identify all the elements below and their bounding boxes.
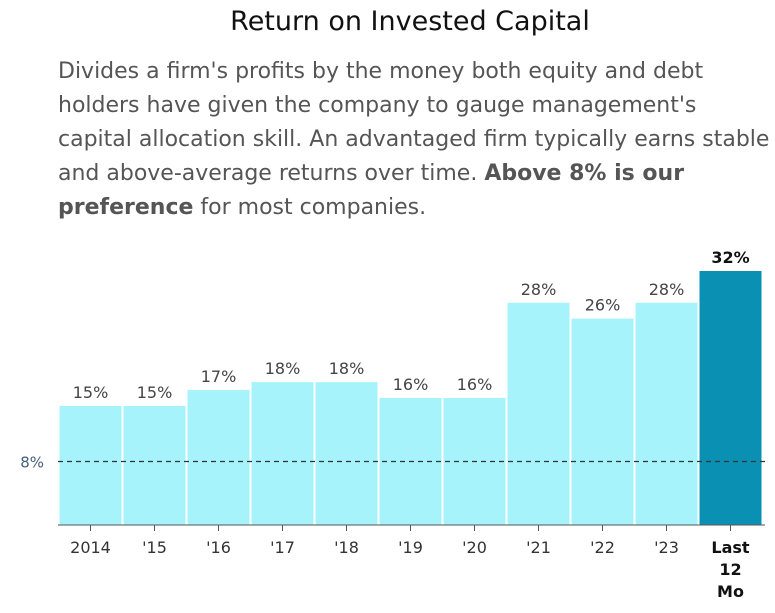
x-tick-label-9: '23 <box>654 538 679 557</box>
bar-4 <box>315 382 378 525</box>
x-tick-label-4: '18 <box>334 538 359 557</box>
chart-title: Return on Invested Capital <box>230 6 590 37</box>
bar-7 <box>507 302 570 525</box>
x-tick-label-5: '19 <box>398 538 423 557</box>
x-tick-label-7: '21 <box>526 538 551 557</box>
data-label-7: 28% <box>521 280 557 299</box>
data-label-1: 15% <box>137 383 173 402</box>
description-text-end: for most companies. <box>193 195 427 220</box>
bar-2 <box>187 390 250 525</box>
bar-1 <box>123 405 186 525</box>
bar-3 <box>251 382 314 525</box>
description-emphasis: Above 8% is our preference <box>58 161 685 220</box>
data-label-9: 28% <box>649 280 685 299</box>
data-label-6: 16% <box>457 375 493 394</box>
x-tick-label-10: Last 12 Mo <box>711 538 750 601</box>
data-label-5: 16% <box>393 375 429 394</box>
x-tick-label-8: '22 <box>590 538 615 557</box>
data-label-2: 17% <box>201 367 237 386</box>
reference-line-label: 8% <box>20 454 44 472</box>
bar-0 <box>59 405 122 525</box>
data-label-10: 32% <box>711 248 749 267</box>
x-tick-label-3: '17 <box>270 538 295 557</box>
bar-10 <box>699 271 762 525</box>
x-tick-label-2: '16 <box>206 538 231 557</box>
data-label-8: 26% <box>585 296 621 315</box>
bar-8 <box>571 318 634 525</box>
x-tick-label-1: '15 <box>142 538 167 557</box>
chart-description: Divides a firm's profits by the money bo… <box>58 55 770 225</box>
data-label-0: 15% <box>73 383 109 402</box>
data-label-3: 18% <box>265 359 301 378</box>
x-tick-label-0: 2014 <box>70 538 111 557</box>
description-text: Divides a firm's profits by the money bo… <box>58 59 770 186</box>
bar-9 <box>635 302 698 525</box>
data-label-4: 18% <box>329 359 365 378</box>
x-tick-label-6: '20 <box>462 538 487 557</box>
